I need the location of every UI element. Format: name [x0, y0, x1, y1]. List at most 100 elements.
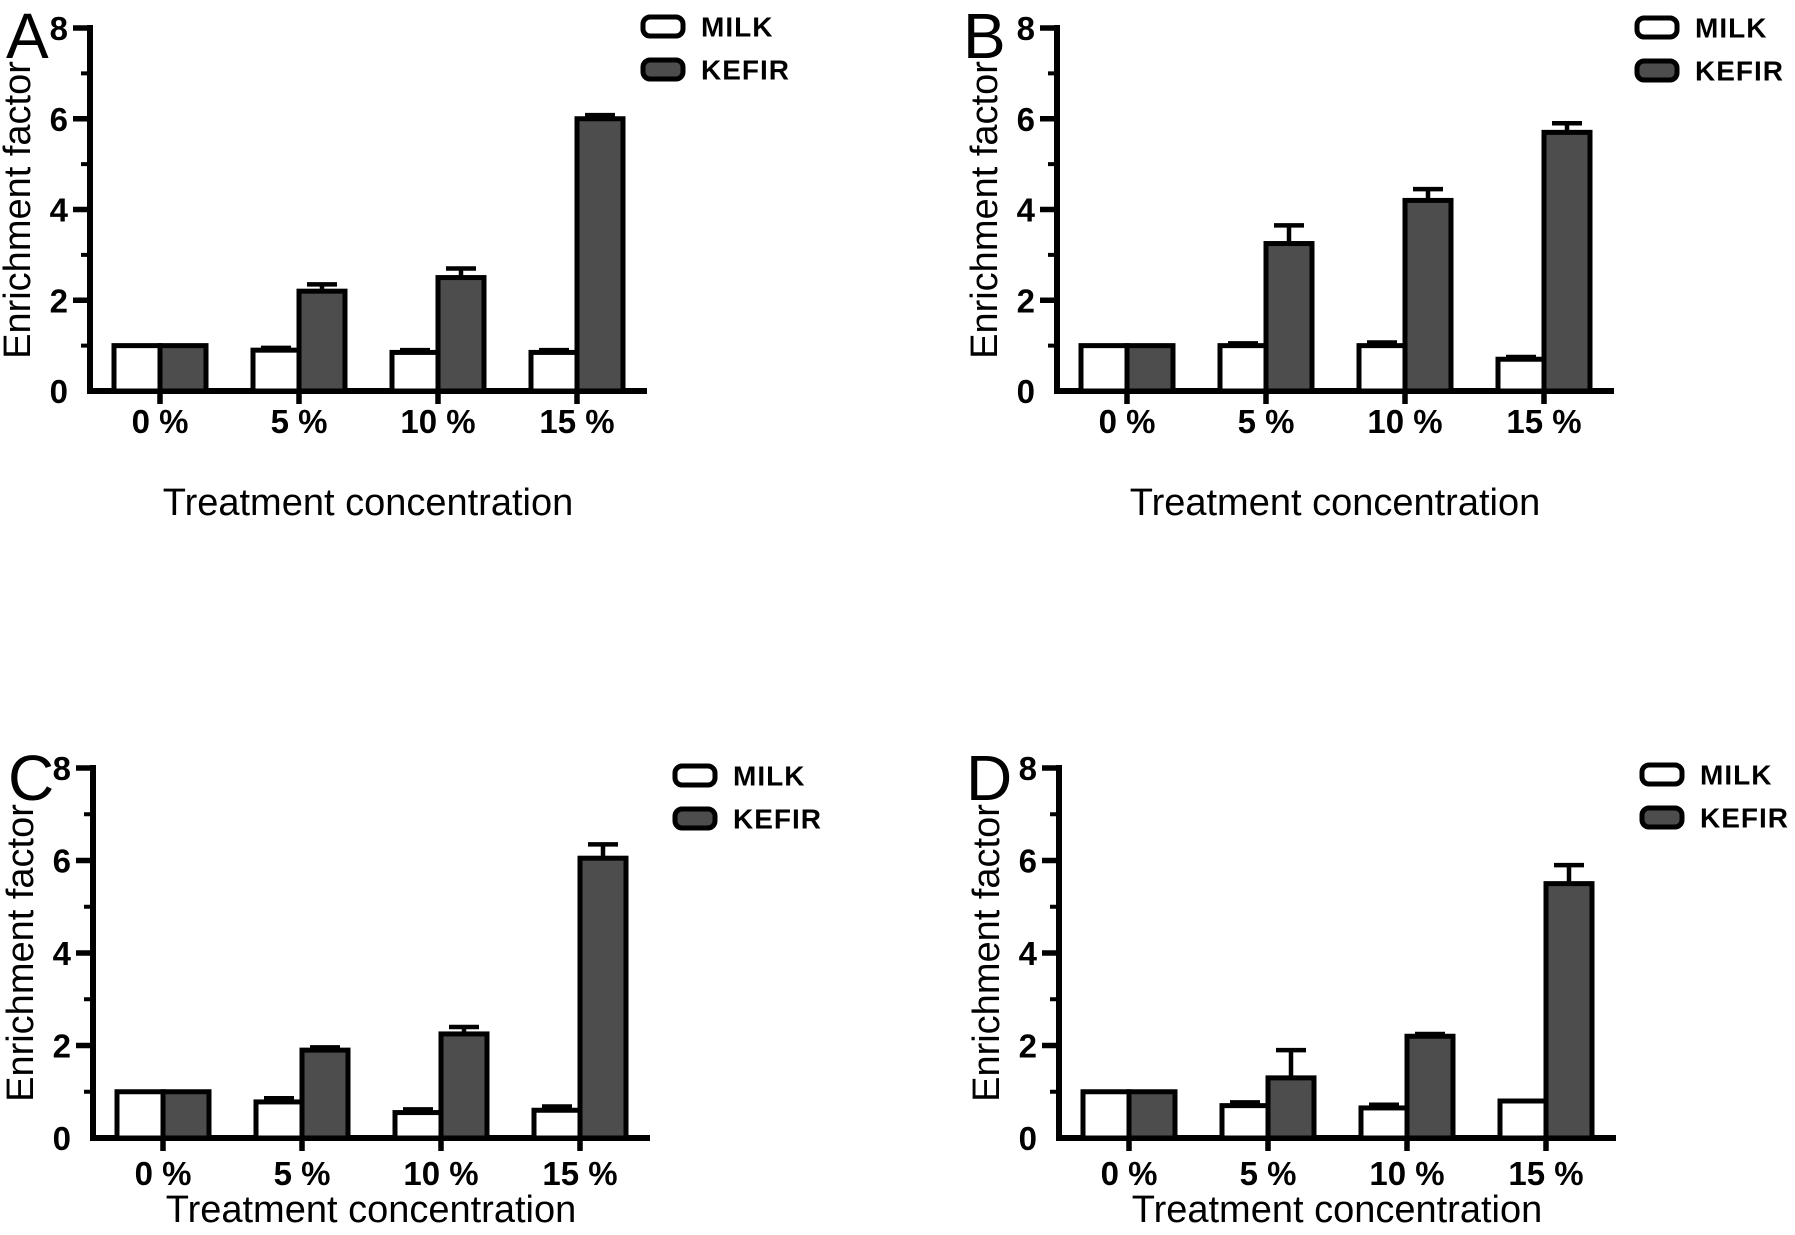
- bar-kefir-0: [1126, 1089, 1178, 1141]
- legend-swatch-milk: [672, 763, 718, 788]
- bar-milk-10: [1356, 343, 1408, 394]
- x-axis-title: Treatment concentration: [1132, 1189, 1542, 1231]
- x-tick-label: 15 %: [539, 403, 614, 440]
- x-tick-label: 15 %: [1508, 1155, 1583, 1192]
- bar-milk-10: [1358, 1105, 1410, 1141]
- bar-kefir-10: [1404, 1033, 1456, 1141]
- y-axis-title: Enrichment factor: [966, 804, 1008, 1102]
- bar-kefir-15: [1541, 129, 1593, 394]
- legend-label-kefir: KEFIR: [1695, 56, 1784, 87]
- legend: MILK KEFIR: [640, 12, 790, 86]
- legend-swatch-milk: [640, 14, 686, 39]
- y-tick-label: 2: [50, 282, 68, 319]
- legend-label-kefir: KEFIR: [701, 55, 790, 86]
- y-tick-label: 0: [53, 1120, 71, 1157]
- x-tick-label: 5 %: [271, 403, 328, 440]
- panel-label: C: [8, 742, 54, 814]
- bar-milk-5: [250, 347, 302, 394]
- y-tick-label: 6: [50, 101, 68, 138]
- bar-kefir-5: [299, 1047, 351, 1141]
- bar-kefir-15: [577, 855, 629, 1141]
- panel-D: D 0 2 4 6 8 0 % 5 % 10 % 15 % Enrichment factor Tre…: [966, 742, 1789, 1231]
- y-axis-title: Enrichment factor: [0, 61, 39, 359]
- legend-label-milk: MILK: [733, 761, 805, 792]
- legend-swatch-kefir: [1639, 805, 1685, 830]
- x-axis-title: Treatment concentration: [1130, 482, 1540, 524]
- x-tick-label: 0 %: [1101, 1155, 1158, 1192]
- bar-kefir-0: [1124, 343, 1176, 394]
- panel-A: A 0 2 4 6 8 0 % 5 % 10 % 15 % Enrichment factor Tre…: [0, 0, 790, 524]
- legend-swatch-kefir: [640, 57, 686, 82]
- x-tick-label: 0 %: [132, 403, 189, 440]
- x-tick-label: 15 %: [542, 1155, 617, 1192]
- legend: MILK KEFIR: [672, 761, 822, 835]
- x-axis-title: Treatment concentration: [166, 1189, 576, 1231]
- y-axis-title: Enrichment factor: [964, 61, 1006, 359]
- y-tick-label: 2: [53, 1028, 71, 1065]
- y-axis-title: Enrichment factor: [0, 804, 42, 1102]
- bar-kefir-5: [1263, 241, 1315, 394]
- y-tick-label: 6: [53, 843, 71, 880]
- bar-kefir-10: [438, 1031, 490, 1141]
- bar-milk-5: [253, 1099, 305, 1141]
- y-tick-label: 6: [1017, 101, 1035, 138]
- bar-milk-15: [531, 1107, 583, 1141]
- x-tick-label: 10 %: [1369, 1155, 1444, 1192]
- y-tick-label: 2: [1019, 1028, 1037, 1065]
- legend-label-milk: MILK: [1700, 760, 1772, 791]
- legend-swatch-milk: [1639, 762, 1685, 787]
- legend-swatch-milk: [1634, 15, 1680, 40]
- panel-B: B 0 2 4 6 8 0 % 5 % 10 % 15 % Enrichment factor Tre…: [963, 0, 1784, 524]
- y-tick-label: 4: [53, 935, 72, 972]
- bar-kefir-10: [1402, 197, 1454, 394]
- bar-kefir-0: [160, 1089, 212, 1141]
- y-tick-label: 6: [1019, 843, 1037, 880]
- bar-milk-0: [111, 343, 163, 394]
- bar-milk-0: [1078, 343, 1130, 394]
- y-tick-label: 4: [50, 192, 69, 229]
- x-tick-label: 0 %: [1099, 403, 1156, 440]
- bar-kefir-5: [296, 288, 348, 394]
- bar-milk-15: [1497, 1098, 1549, 1141]
- bar-milk-10: [389, 349, 441, 394]
- x-tick-label: 10 %: [1367, 403, 1442, 440]
- bar-milk-0: [1080, 1089, 1132, 1141]
- panel-label: D: [966, 742, 1012, 814]
- x-tick-label: 5 %: [1238, 403, 1295, 440]
- legend-label-kefir: KEFIR: [1700, 803, 1789, 834]
- y-tick-label: 8: [1019, 750, 1037, 787]
- bar-milk-15: [528, 349, 580, 394]
- bar-milk-0: [114, 1089, 166, 1141]
- bar-kefir-0: [157, 343, 209, 394]
- y-tick-label: 8: [1017, 10, 1035, 47]
- bar-kefir-5: [1265, 1075, 1317, 1141]
- y-tick-label: 8: [50, 10, 68, 47]
- bar-milk-10: [392, 1110, 444, 1141]
- legend: MILK KEFIR: [1634, 13, 1784, 87]
- bar-kefir-10: [435, 275, 487, 394]
- y-tick-label: 8: [53, 750, 71, 787]
- bar-milk-5: [1217, 343, 1269, 394]
- x-tick-label: 10 %: [403, 1155, 478, 1192]
- y-tick-label: 0: [1019, 1120, 1037, 1157]
- y-tick-label: 4: [1017, 192, 1036, 229]
- y-tick-label: 0: [50, 373, 68, 410]
- x-tick-label: 5 %: [1240, 1155, 1297, 1192]
- x-tick-label: 10 %: [400, 403, 475, 440]
- x-tick-label: 0 %: [135, 1155, 192, 1192]
- panel-label: A: [6, 0, 49, 72]
- y-tick-label: 0: [1017, 373, 1035, 410]
- legend-swatch-kefir: [1634, 58, 1680, 83]
- x-tick-label: 5 %: [274, 1155, 331, 1192]
- legend-label-kefir: KEFIR: [733, 804, 822, 835]
- bar-kefir-15: [574, 116, 626, 394]
- panel-label: B: [963, 0, 1006, 72]
- x-axis-title: Treatment concentration: [163, 482, 573, 524]
- y-tick-label: 2: [1017, 282, 1035, 319]
- legend-label-milk: MILK: [1695, 13, 1767, 44]
- legend-swatch-kefir: [672, 806, 718, 831]
- panel-C: C 0 2 4 6 8 0 % 5 % 10 % 15 % Enrichment factor Tre…: [0, 742, 822, 1231]
- bar-kefir-15: [1543, 881, 1595, 1141]
